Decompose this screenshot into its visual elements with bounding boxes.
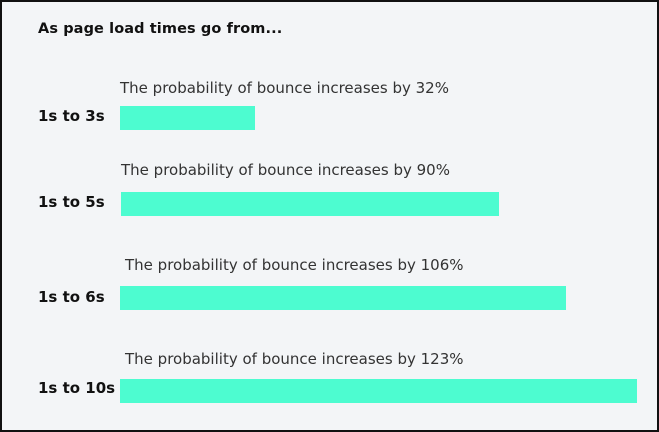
bar-annotation: The probability of bounce increases by 1… — [125, 350, 464, 368]
category-label: 1s to 5s — [38, 193, 105, 211]
category-label: 1s to 3s — [38, 107, 105, 125]
bar — [120, 286, 566, 310]
bar-annotation: The probability of bounce increases by 9… — [121, 161, 450, 179]
bar — [120, 106, 255, 130]
category-label: 1s to 10s — [38, 379, 116, 397]
bar — [121, 192, 499, 216]
category-label: 1s to 6s — [38, 288, 105, 306]
bar-annotation: The probability of bounce increases by 3… — [120, 79, 449, 97]
chart-title: As page load times go from... — [38, 21, 283, 37]
bar — [120, 379, 637, 403]
bar-annotation: The probability of bounce increases by 1… — [125, 256, 464, 274]
